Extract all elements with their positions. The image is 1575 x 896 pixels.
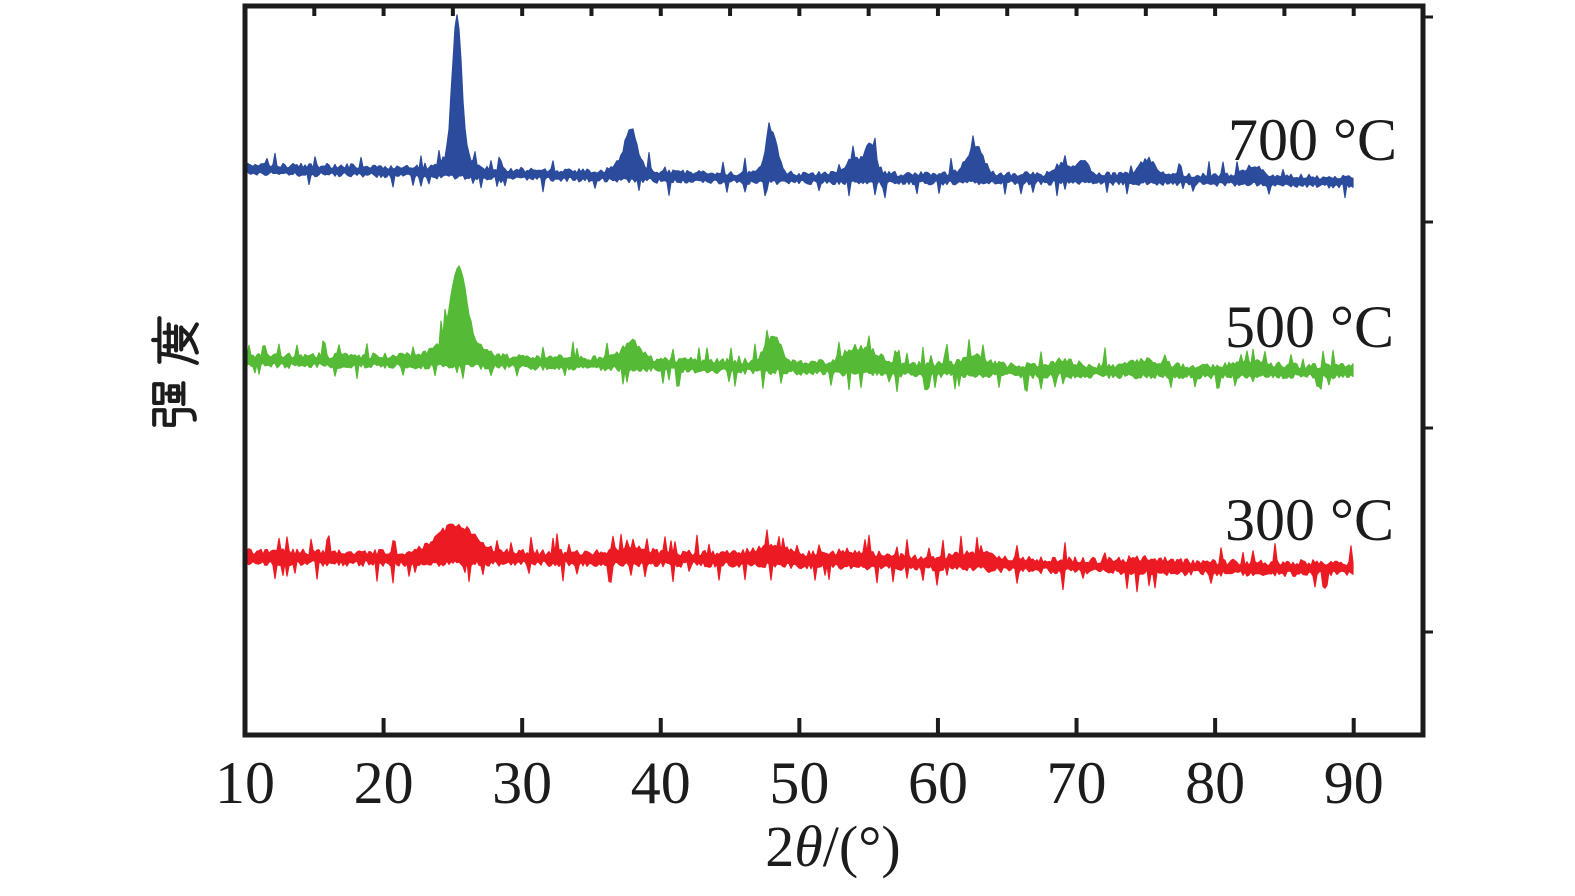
traces-group [244,14,1354,593]
x-axis-label: 2θ/(°) [765,818,900,876]
ylabel-char-qiang [152,381,197,427]
plot-border [242,3,1426,738]
x-axis-label-post: /(°) [822,814,901,879]
x-tick-label: 40 [631,750,691,816]
series-label-700c: 700 °C [1227,107,1397,173]
x-axis-label-theta: θ [794,814,823,879]
y-axis-label [151,316,199,427]
x-tick-label: 60 [908,750,968,816]
x-tick-label: 30 [492,750,552,816]
series-label-500c: 500 °C [1224,294,1394,360]
trace-500c [244,265,1354,393]
x-tick-label: 70 [1047,750,1107,816]
x-tick-label: 90 [1324,750,1384,816]
series-label-300c: 300 °C [1224,487,1394,553]
x-axis-label-pre: 2 [765,814,795,879]
x-tick-label: 20 [354,750,414,816]
x-tick-label: 10 [215,750,275,816]
ylabel-char-du [151,316,199,365]
trace-300c [244,523,1354,593]
axes-group [242,3,1433,738]
trace-700c [244,14,1354,199]
x-tick-label: 80 [1185,750,1245,816]
x-tick-labels-group: 10 20 30 40 50 60 70 80 90 [215,750,1384,816]
x-tick-label: 50 [769,750,829,816]
